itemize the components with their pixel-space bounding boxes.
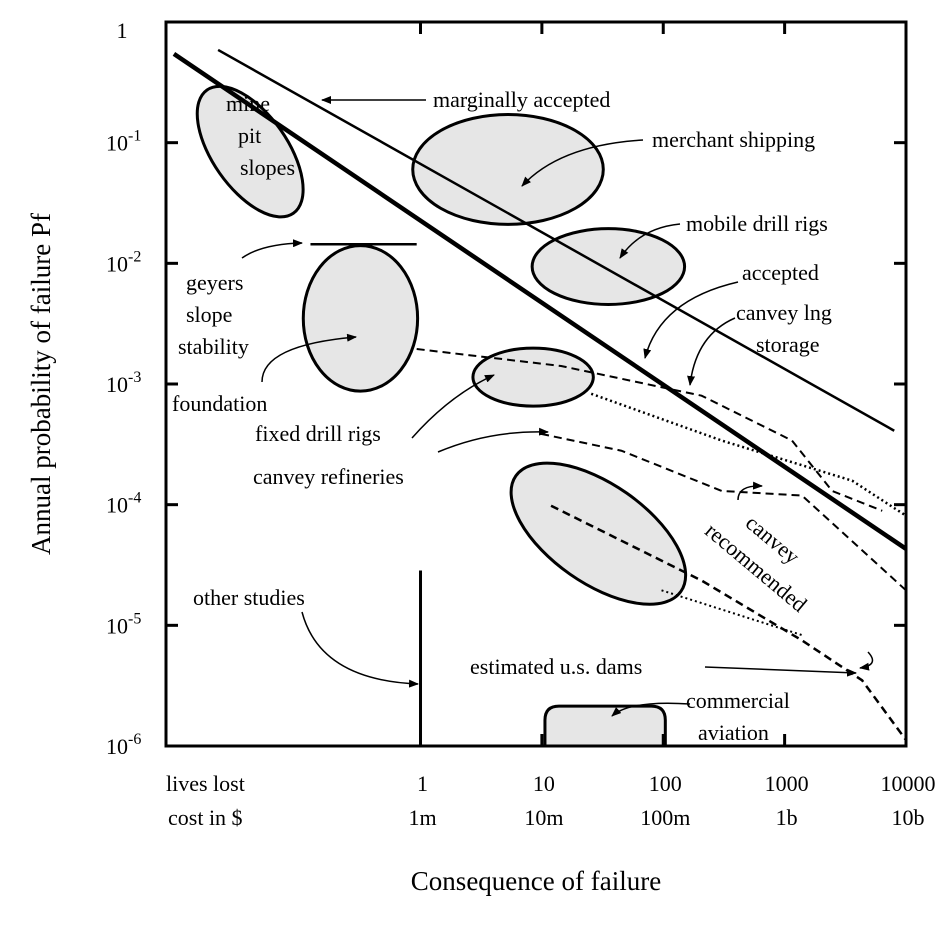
y-tick-label: 10-1 xyxy=(106,128,141,156)
annotation: foundation xyxy=(172,391,267,416)
x-row-label: cost in $ xyxy=(168,805,243,830)
x-axis-label: Consequence of failure xyxy=(411,866,661,896)
annotation: aviation xyxy=(698,720,769,745)
annotation: other studies xyxy=(193,585,305,610)
x-row-label: lives lost xyxy=(166,771,245,796)
annotation: stability xyxy=(178,334,249,359)
y-tick-label: 10-5 xyxy=(106,610,141,638)
line xyxy=(590,392,907,517)
x-tick-label: 100 xyxy=(649,771,682,796)
region xyxy=(411,113,605,226)
y-tick-exponent: -1 xyxy=(128,128,141,145)
annotation: pit xyxy=(238,123,261,148)
annotation: geyers xyxy=(186,270,243,295)
y-tick-label: 10-3 xyxy=(106,369,141,397)
y-tick-base: 10 xyxy=(106,372,128,397)
line xyxy=(540,432,907,592)
annotation: fixed drill rigs xyxy=(255,421,381,446)
annotation: canvey lng xyxy=(736,300,832,325)
annotation: estimated u.s. dams xyxy=(470,654,642,679)
annotation: commercial xyxy=(686,688,790,713)
region xyxy=(471,346,595,408)
y-tick-exponent: -5 xyxy=(128,610,141,627)
annotation: canvey refineries xyxy=(253,464,404,489)
plot-area xyxy=(172,48,908,746)
y-tick-base: 10 xyxy=(106,131,128,156)
y-tick-base: 10 xyxy=(106,613,128,638)
y-tick-base: 10 xyxy=(106,734,128,759)
annotation: merchant shipping xyxy=(652,127,815,152)
y-tick-label: 10-4 xyxy=(106,490,141,518)
x-cost-label: 1b xyxy=(776,805,798,830)
line xyxy=(416,348,883,512)
y-tick-exponent: -3 xyxy=(128,369,141,386)
x-cost-label: 10b xyxy=(892,805,925,830)
y-tick-label: 10-6 xyxy=(106,731,141,759)
annotation: mine xyxy=(226,91,270,116)
y-tick-label: 1 xyxy=(117,18,128,43)
x-tick-label: 10 xyxy=(533,771,555,796)
line xyxy=(172,52,908,551)
annotation: slope xyxy=(186,302,232,327)
region xyxy=(195,84,305,219)
x-cost-label: 100m xyxy=(640,805,690,830)
x-tick-label: 1000 xyxy=(765,771,809,796)
y-tick-base: 10 xyxy=(106,493,128,518)
annotation: storage xyxy=(756,332,820,357)
y-tick-base: 10 xyxy=(106,251,128,276)
x-tick-label: 1 xyxy=(417,771,428,796)
line xyxy=(550,504,908,741)
y-tick-exponent: -2 xyxy=(128,248,141,265)
y-axis-label: Annual probability of failure Pf xyxy=(26,213,56,555)
annotation: marginally accepted xyxy=(433,87,610,112)
y-tick-exponent: -6 xyxy=(128,731,141,748)
line xyxy=(217,48,895,432)
annotation: slopes xyxy=(240,155,295,180)
region xyxy=(509,461,688,606)
y-tick-exponent: -4 xyxy=(128,490,141,507)
y-tick-label: 10-2 xyxy=(106,248,141,276)
arrows xyxy=(241,96,874,717)
annotation: mobile drill rigs xyxy=(686,211,828,236)
region xyxy=(543,704,667,746)
region xyxy=(301,244,420,393)
x-cost-label: 1m xyxy=(408,805,436,830)
x-tick-label: 10000 xyxy=(881,771,936,796)
x-cost-label: 10m xyxy=(524,805,563,830)
annotation: accepted xyxy=(742,260,819,285)
